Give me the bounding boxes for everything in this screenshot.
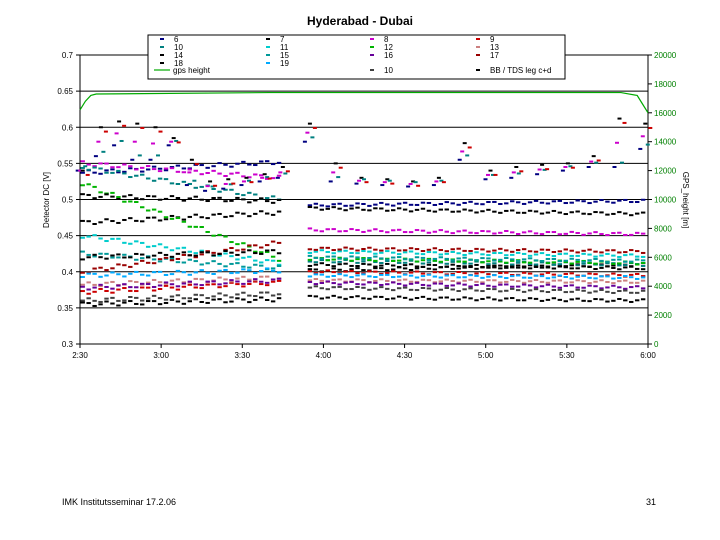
legend-label: 16 xyxy=(384,51,393,60)
legend-label: 14 xyxy=(174,51,183,60)
legend-label: 8 xyxy=(384,35,389,44)
x-tick-label: 3:30 xyxy=(234,351,250,360)
y-tick-label: 0.6 xyxy=(62,123,74,132)
legend-label: 11 xyxy=(280,43,289,52)
legend-label: 6 xyxy=(174,35,179,44)
legend-label: 18 xyxy=(174,59,183,68)
y2-tick-label: 2000 xyxy=(654,311,672,320)
x-tick-label: 4:30 xyxy=(397,351,413,360)
y2-tick-label: 14000 xyxy=(654,138,677,147)
y-tick-label: 0.45 xyxy=(57,232,73,241)
y2-tick-label: 6000 xyxy=(654,253,672,262)
legend-label: 19 xyxy=(280,59,289,68)
legend-label: 12 xyxy=(384,43,393,52)
x-tick-label: 5:30 xyxy=(559,351,575,360)
y2-tick-label: 16000 xyxy=(654,109,677,118)
chart-title: Hyderabad - Dubai xyxy=(307,14,413,28)
y2-tick-label: 12000 xyxy=(654,167,677,176)
y-tick-label: 0.3 xyxy=(62,340,74,349)
axis-ticks: 0.3 0.35 0.4 0.45 0.5 0.55 0.6 0.65 0.7 0 2000 4000… xyxy=(57,51,676,360)
y-tick-label: 0.5 xyxy=(62,196,74,205)
footer-seminar-label: IMK Institutsseminar 17.2.06 xyxy=(62,497,177,507)
legend-label: 7 xyxy=(280,35,285,44)
y2-tick-label: 20000 xyxy=(654,51,677,60)
y-tick-label: 0.7 xyxy=(62,51,74,60)
legend-label: 17 xyxy=(490,51,499,60)
y2-tick-label: 10000 xyxy=(654,196,677,205)
y2-tick-label: 18000 xyxy=(654,80,677,89)
y-tick-label: 0.55 xyxy=(57,159,73,168)
legend-label: 10 xyxy=(384,66,393,75)
x-tick-label: 5:00 xyxy=(478,351,494,360)
legend-label: 10 xyxy=(174,43,183,52)
x-tick-label: 4:00 xyxy=(316,351,332,360)
x-tick-label: 3:00 xyxy=(153,351,169,360)
legend-label: 9 xyxy=(490,35,495,44)
legend-label: gps height xyxy=(173,66,211,75)
y-axis-label: Detector DC [V] xyxy=(42,172,51,228)
y2-axis-label: GPS_height [m] xyxy=(681,172,690,228)
y-tick-label: 0.4 xyxy=(62,268,74,277)
legend-box xyxy=(147,34,566,80)
legend-label: 15 xyxy=(280,51,289,60)
data-marks xyxy=(75,91,653,307)
legend: 6 7 8 9 10 11 12 13 14 15 16 17 18 19 10 BB / TDS leg c… xyxy=(147,34,566,80)
legend-label: BB / TDS leg c+d xyxy=(490,66,551,75)
footer-page-number: 31 xyxy=(646,497,657,507)
gps-height-line xyxy=(79,91,649,114)
x-tick-label: 2:30 xyxy=(72,351,88,360)
legend-label: 13 xyxy=(490,43,499,52)
x-tick-label: 6:00 xyxy=(640,351,656,360)
y2-tick-label: 8000 xyxy=(654,224,672,233)
gridlines xyxy=(80,90,648,309)
y2-tick-label: 0 xyxy=(654,340,659,349)
y-tick-label: 0.35 xyxy=(57,304,73,313)
y2-tick-label: 4000 xyxy=(654,282,672,291)
y-tick-label: 0.65 xyxy=(57,87,73,96)
